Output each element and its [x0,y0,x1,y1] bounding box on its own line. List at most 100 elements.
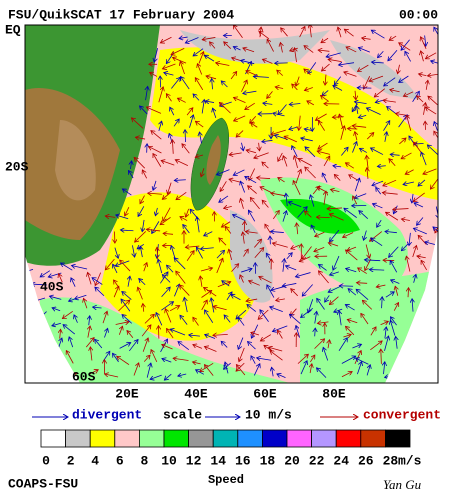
wind-arrow [201,300,208,311]
wind-arrow [153,180,156,190]
wind-arrow [220,181,227,191]
wind-arrow [426,80,428,90]
wind-arrow [270,351,283,361]
wind-arrow [362,38,371,39]
wind-arrow [401,39,410,50]
wind-arrow [259,276,272,284]
wind-arrow [338,338,347,352]
wind-arrow [28,353,33,362]
colorbar: 0 2 4 6 8 10 12 14 16 18 20 22 24 26 28 m/s [40,429,422,468]
wind-arrow [246,150,257,153]
colorbar-label: 8 [140,453,148,468]
wind-arrow [366,365,370,376]
wind-arrow [425,52,437,59]
wind-arrow [93,307,102,308]
wind-arrow [409,136,414,143]
land-elevated [206,135,221,185]
wind-arrow [105,258,115,270]
wind-arrow [195,78,204,91]
wind-arrow [251,356,256,364]
wind-arrow [329,229,340,241]
colorbar-label: 16 [235,453,251,468]
wind-arrow [213,306,227,311]
wind-arrow [334,174,341,181]
wind-arrow [257,358,272,360]
wind-arrow [430,178,438,189]
wind-arrow [321,95,329,102]
wind-arrow [358,47,370,53]
wind-arrow [376,187,382,195]
wind-arrow [200,276,202,287]
colorbar-label: 26 [358,453,374,468]
wind-arrow [248,186,257,194]
wind-arrow [134,157,146,169]
wind-arrow [120,230,134,231]
wind-arrow [405,169,414,174]
wind-arrow [225,362,229,374]
wind-arrow [47,373,62,375]
wind-arrow [270,307,283,312]
wind-arrow [383,179,397,186]
wind-arrow [88,272,92,285]
wind-arrow [356,283,368,284]
wind-arrow [315,328,316,337]
wind-arrow [418,179,426,186]
wind-arrow [40,270,51,277]
wind-arrow [36,349,49,352]
wind-arrow [315,231,325,236]
wind-arrow [71,265,88,270]
lon-label: 40E [184,386,208,401]
wind-arrow [158,259,163,274]
wind-arrow [180,315,188,325]
wind-arrow [299,256,311,262]
wind-arrow [204,365,214,376]
wind-arrow [205,101,215,103]
wind-arrow [344,72,357,77]
colorbar-title: Speed [208,473,244,487]
wind-arrow [247,305,257,312]
wind-arrow [243,232,245,244]
wind-arrow [25,345,32,348]
wind-arrow [277,330,283,339]
wind-arrow [27,324,36,337]
wind-arrow [132,245,134,257]
wind-arrow [317,151,331,155]
wind-arrow [338,63,355,65]
wind-arrow [318,121,325,131]
wind-arrow [304,46,314,53]
wind-arrow [417,96,424,103]
wind-arrow [434,131,438,143]
wind-arrow [419,74,427,76]
wind-arrow [231,295,241,301]
wind-arrow [416,376,427,377]
wind-arrow [328,340,330,349]
wind-arrow [89,316,90,326]
wind-arrow [294,48,296,63]
wind-arrow [277,70,284,76]
wind-arrow [388,49,398,61]
wind-arrow [385,327,386,339]
wind-arrow [421,152,427,166]
wind-arrow [142,338,148,352]
wind-arrow [195,121,204,128]
wind-arrow [174,284,179,297]
wind-arrow [299,26,305,38]
wind-arrow [85,338,94,348]
wind-arrow [180,61,185,75]
wind-arrow [254,248,264,258]
time: 00:00 [399,7,438,22]
wind-arrow [213,334,228,335]
wind-arrow [31,284,47,285]
wind-arrow [25,277,31,284]
wind-arrow [259,31,270,40]
wind-arrow [304,211,312,218]
wind-arrow [216,169,230,175]
legend-scale: scale [163,407,202,422]
wind-arrow [262,200,269,208]
wind-arrow [276,299,285,301]
wind-arrow [245,102,255,109]
wind-arrow [339,311,341,326]
wind-arrow [47,353,55,365]
wind-arrow [356,106,357,114]
wind-arrow [130,161,131,170]
